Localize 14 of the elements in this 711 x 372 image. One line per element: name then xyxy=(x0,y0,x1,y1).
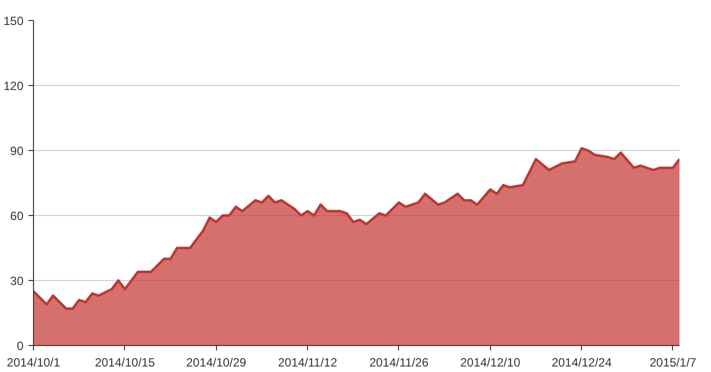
y-tick-label: 30 xyxy=(10,274,24,288)
y-tick-label: 150 xyxy=(3,14,24,28)
x-tick-label: 2014/12/24 xyxy=(552,356,612,370)
y-tick-label: 60 xyxy=(10,209,24,223)
x-tick-label: 2014/12/10 xyxy=(460,356,521,370)
x-tick-label: 2014/11/26 xyxy=(369,356,429,370)
y-tick-label: 120 xyxy=(3,79,24,93)
x-tick-label: 2014/10/15 xyxy=(94,356,156,370)
x-tick-label: 2014/11/12 xyxy=(278,356,338,370)
y-tick-label: 0 xyxy=(16,339,24,353)
x-tick-label: 2014/10/29 xyxy=(186,356,247,370)
y-tick-label: 90 xyxy=(10,144,24,158)
x-tick-label: 2014/10/1 xyxy=(6,356,61,370)
x-tick-label: 2015/1/7 xyxy=(650,356,697,370)
